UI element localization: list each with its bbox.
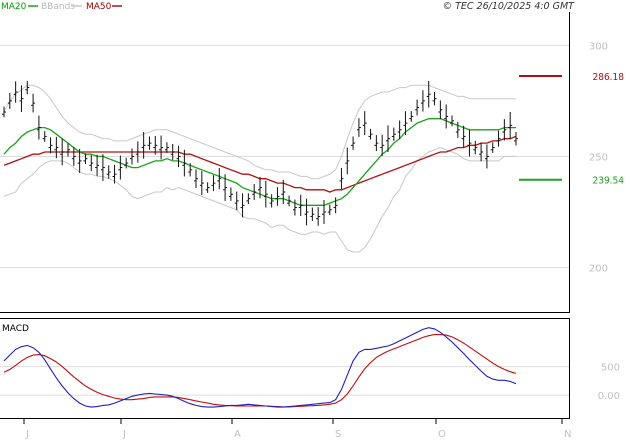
x-tick-label: N bbox=[564, 429, 571, 440]
x-tick-label: J bbox=[122, 429, 126, 440]
value-marker-label: 286.18 bbox=[593, 72, 625, 83]
price-y-tick: 250 bbox=[589, 152, 608, 163]
macd-panel bbox=[3, 327, 517, 408]
y-tick-labels: 300 250 200 500 0.00 bbox=[589, 41, 620, 402]
macd-signal-line bbox=[3, 334, 517, 408]
legend: MA20 BBands MA50 bbox=[1, 2, 122, 12]
legend-ma50-label: MA50 bbox=[86, 2, 112, 12]
bbands-upper-line bbox=[3, 84, 516, 180]
macd-title: MACD bbox=[2, 324, 29, 334]
value-markers: 286.18 239.54 bbox=[519, 72, 624, 187]
x-tick-label: S bbox=[335, 429, 341, 440]
x-tick-label: O bbox=[438, 429, 446, 440]
copyright-text: © TEC 26/10/2025 4:0 GMT bbox=[443, 1, 576, 12]
legend-ma20-label: MA20 bbox=[1, 2, 27, 12]
bollinger-bands bbox=[3, 84, 516, 253]
grid-lines bbox=[0, 44, 569, 396]
macd-y-tick: 0.00 bbox=[598, 391, 620, 402]
price-bars bbox=[2, 80, 518, 226]
macd-line bbox=[3, 327, 517, 408]
legend-bbands-label: BBands bbox=[41, 2, 75, 12]
macd-y-tick: 500 bbox=[601, 363, 620, 374]
price-y-tick: 200 bbox=[589, 264, 608, 275]
x-tick-label: A bbox=[234, 429, 241, 440]
bbands-lower-line bbox=[3, 147, 516, 253]
value-marker-label: 239.54 bbox=[593, 176, 625, 187]
price-y-tick: 300 bbox=[589, 41, 608, 52]
x-tick-label: J bbox=[25, 429, 29, 440]
